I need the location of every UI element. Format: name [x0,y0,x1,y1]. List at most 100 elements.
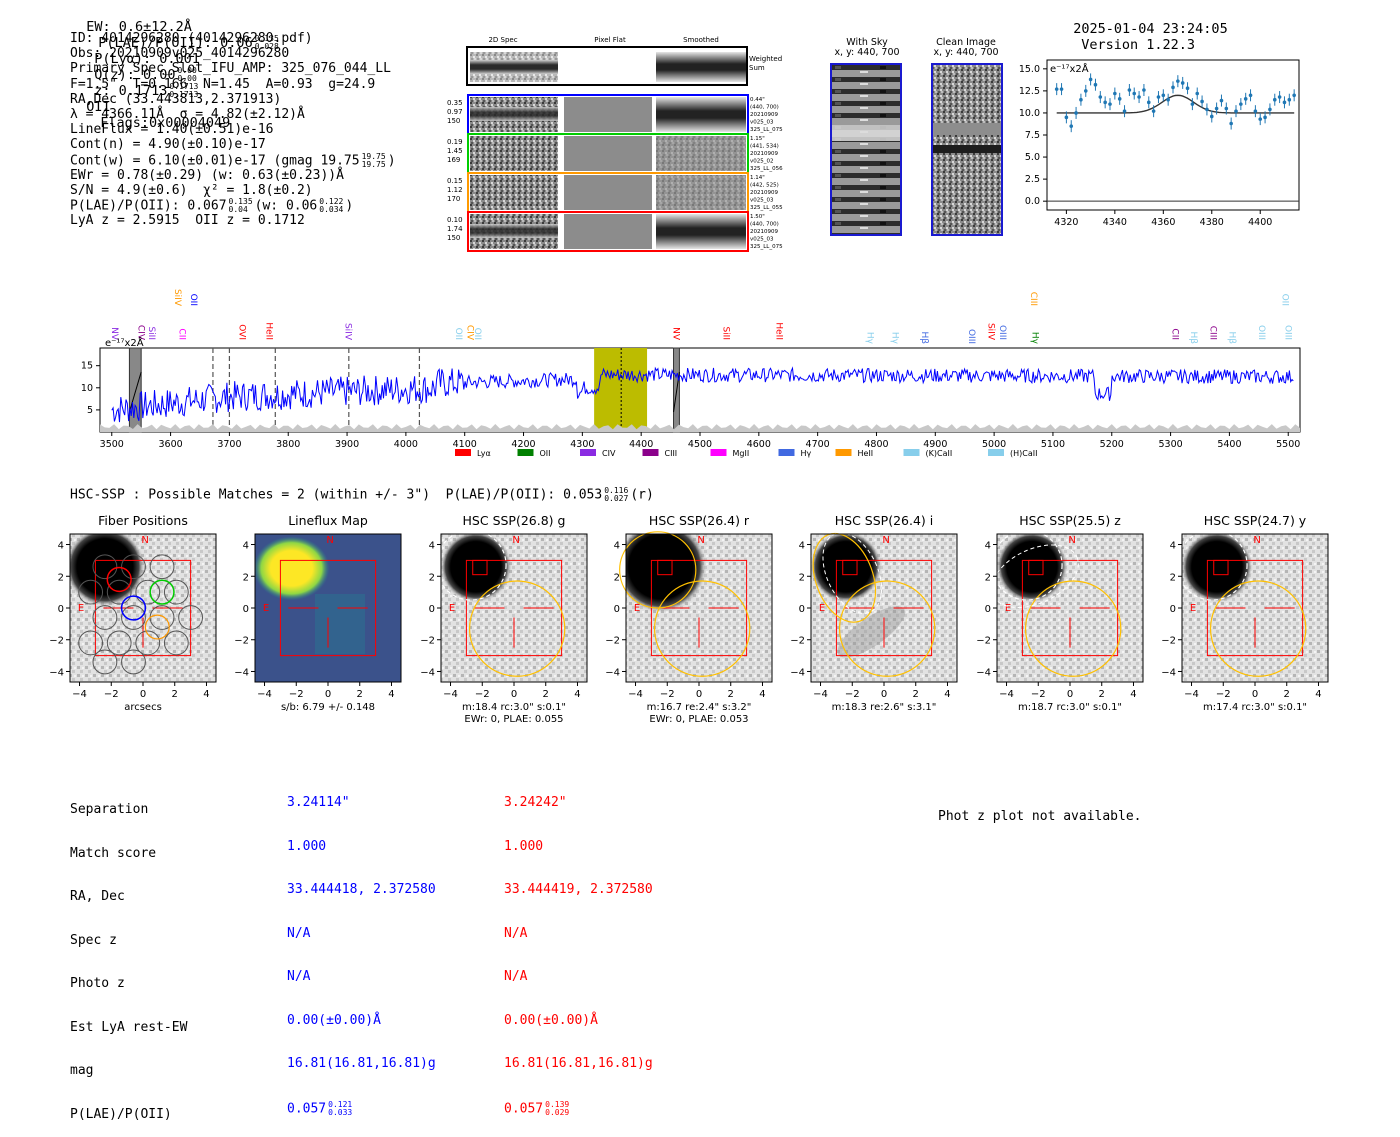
hsc-title-band: (r) [630,487,654,503]
hsc-ytick-label: 2 [799,572,805,583]
hsc-xtick-label: 4 [944,689,950,700]
plae-info-hi: 0.135 [228,197,253,207]
inset-data-point [1083,89,1088,93]
with-sky-title: With Sky x, y: 440, 700 [832,38,902,58]
hsc-panel-xlabel: s/b: 6.79 +/- 0.148 [281,702,375,713]
spectrum-ytick-label: 5 [87,405,93,416]
line-id-label: OII [1279,294,1289,306]
line-id-label: CIV [135,325,145,341]
east-label: E [263,603,269,614]
inset-data-point [1122,109,1127,113]
timestamp: 2025-01-04 23:24:05 [1073,21,1228,37]
label-est-lya: Est LyA rest-EW [70,1019,188,1035]
label-ra-dec: RA, Dec [70,889,125,904]
cutout-right-info: 20210909 [750,190,778,196]
hsc-ytick-label: −4 [790,667,805,678]
inset-xtick-label: 4360 [1151,217,1175,228]
z-value: z: 0.1713 [94,83,168,99]
hsc-xtick-label: −2 [1031,689,1046,700]
gmag-hi: 19.75 [361,151,386,161]
line-id-label: SiII [721,326,731,340]
line-id-label: SiIV [985,323,995,341]
bright-source [811,534,882,603]
inset-data-point [1268,107,1272,112]
spectrum-xtick-label: 4400 [629,439,653,450]
inset-data-point [1253,109,1258,113]
m1-separation: 3.24114" [287,795,350,810]
cutout-left-stat: 0.97 [447,108,463,116]
hsc-panel-title: HSC SSP(24.7) y [1204,513,1307,528]
inset-data-point [1200,99,1204,104]
match-2-column: 3.24242" 1.000 33.444419, 2.372580 N/A N… [504,767,653,1131]
legend-label: CIV [602,449,616,458]
fiber-primary [120,595,147,621]
m2-plae-lo: 0.029 [545,1107,570,1117]
info-obs: Obs: 20210909v025_4014296280 [70,46,290,62]
plae-w-text: (w: 0.06 [254,198,318,214]
fiber-circle [149,554,175,580]
fiber-circle [106,630,132,656]
inset-data-point [1059,87,1064,91]
header-metrics: EW: 0.6±12.2Å P(LAE)/P(OII): 0.06 0.135 0.… [70,3,281,131]
hsc-xtick-label: 4 [1315,689,1321,700]
inset-data-point [1146,100,1151,105]
spectrum-xtick-label: 4000 [394,439,418,450]
hsc-ytick-label: 4 [614,541,620,552]
fiber-circle [163,579,189,605]
plya-value: P(Lyα): 0.001 [94,51,200,67]
bright-source [441,534,512,603]
spectrum-xtick-label: 5000 [982,439,1006,450]
hsc-ytick-label: 2 [1170,572,1176,583]
hsc-panel-xlabel: m:18.4 rc:3.0" s:0.1" [462,702,566,713]
cutout-right-info: 1.15" [750,136,765,142]
cutout-right-info: (440, 700) [750,222,779,228]
line-id-label: CII [176,328,186,340]
z-hi: 0.1713 [169,82,199,91]
hsc-xtick-label: 0 [325,689,331,700]
cutout-2dspec [470,136,558,171]
hsc-ytick-label: −2 [790,636,805,647]
cutout-right-info: v025_02 [750,159,774,165]
hsc-ytick-label: 0 [799,604,805,615]
hsc-ytick-label: 2 [243,572,249,583]
hsc-ytick-label: −4 [234,667,249,678]
hsc-xtick-label: 0 [1067,689,1073,700]
line-id-label: Hγ [865,332,875,345]
cutout-trace [470,224,558,238]
weighted-sum-trace [470,60,558,74]
line-id-label: OII [188,294,198,306]
hsc-xtick-label: 0 [881,689,887,700]
east-label: E [634,603,640,614]
m2-specz: N/A [504,925,528,941]
fiber-circle [121,649,146,675]
spectrum-xtick-label: 4500 [688,439,712,450]
cutout-right-info: 325_LL_075 [750,244,783,250]
east-label: E [1190,603,1196,614]
inset-data-point [1098,95,1103,99]
inset-data-point [1209,114,1214,119]
spectrum-xtick-label: 3700 [217,439,241,450]
fiber-circle [135,630,161,656]
label-photo-z: Photo z [70,976,125,991]
col-title-pixelflat: Pixel Flat [594,36,626,44]
legend-label: CIII [665,449,678,458]
line-id-label: CIII [1028,292,1038,306]
hsc-xtick-label: 2 [728,689,734,700]
cutout-smoothed [656,214,746,249]
qz-lo: 0.00 [177,74,197,83]
detection-info: ID: 4014296280 (4014296280.pdf) Obs: 202… [70,31,396,228]
hsc-ytick-label: −2 [1161,636,1176,647]
cont-w-end: ) [387,153,396,168]
hsc-panel-title: HSC SSP(26.4) i [835,513,933,528]
legend-label: Lyα [477,449,491,458]
hsc-xtick-label: 4 [388,689,394,700]
hsc-ytick-label: 2 [58,572,64,583]
qz-hi: 0.00 [177,66,197,75]
inset-data-point [1258,117,1263,121]
inset-ytick-label: 5.0 [1025,152,1040,163]
inset-ytick-label: 0.0 [1025,196,1040,207]
inset-data-point [1292,93,1296,98]
hsc-ytick-label: 4 [243,541,249,552]
fiber-circle [92,605,118,630]
inset-ytick-label: 2.5 [1025,174,1040,185]
